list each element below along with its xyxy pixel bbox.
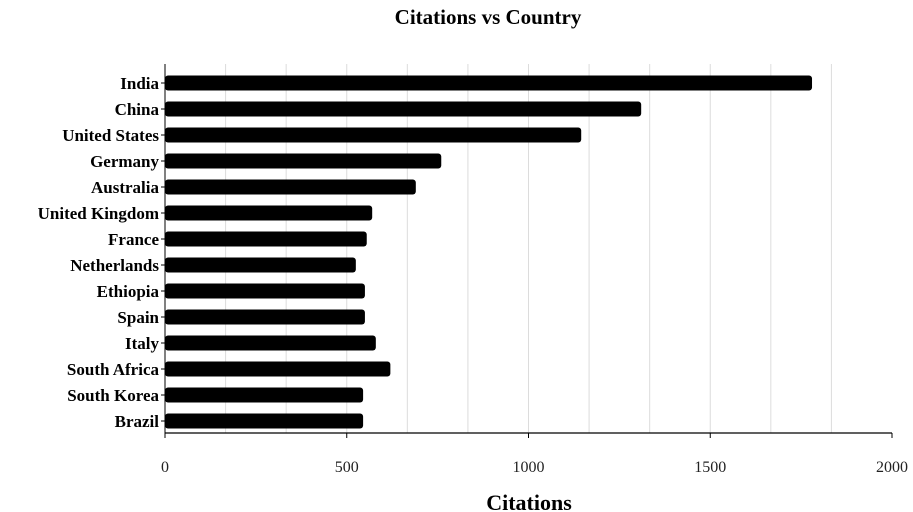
x-tick-label: 1000 bbox=[513, 459, 545, 476]
category-labels: India China United States Germany Australia U… bbox=[38, 74, 160, 431]
bar-united-kingdom bbox=[165, 205, 373, 221]
x-tick-label: 500 bbox=[335, 459, 359, 476]
bar-south-africa bbox=[165, 361, 391, 377]
category-label: Italy bbox=[125, 334, 160, 353]
category-label: Germany bbox=[90, 152, 159, 171]
x-tick-labels: 0 500 1000 1500 2000 bbox=[161, 459, 908, 476]
bar-italy bbox=[165, 335, 376, 351]
category-label: Brazil bbox=[115, 412, 160, 431]
category-label: Netherlands bbox=[70, 256, 159, 275]
bar-ethiopia bbox=[165, 283, 365, 299]
category-label: South Africa bbox=[67, 360, 160, 379]
category-label: France bbox=[108, 230, 159, 249]
bar-germany bbox=[165, 153, 442, 169]
bar-china bbox=[165, 101, 642, 117]
bar-south-korea bbox=[165, 387, 364, 403]
category-label: South Korea bbox=[67, 386, 159, 405]
category-label: United States bbox=[62, 126, 159, 145]
bar-united-states bbox=[165, 127, 582, 143]
bar-australia bbox=[165, 179, 416, 195]
bar-spain bbox=[165, 309, 365, 325]
gridlines bbox=[225, 64, 832, 433]
bar-france bbox=[165, 231, 367, 247]
category-label: Ethiopia bbox=[97, 282, 160, 301]
bar-brazil bbox=[165, 413, 364, 429]
category-label: India bbox=[120, 74, 159, 93]
x-tick-label: 1500 bbox=[694, 459, 726, 476]
bar-netherlands bbox=[165, 257, 356, 273]
bars bbox=[165, 75, 813, 429]
x-axis-label: Citations bbox=[486, 490, 572, 512]
category-label: United Kingdom bbox=[38, 204, 159, 223]
x-tick-label: 0 bbox=[161, 459, 169, 476]
bar-india bbox=[165, 75, 813, 91]
axes bbox=[161, 64, 893, 438]
x-tick-label: 2000 bbox=[876, 459, 908, 476]
chart-title: Citations vs Country bbox=[395, 5, 582, 29]
category-label: China bbox=[115, 100, 160, 119]
category-label: Spain bbox=[117, 308, 159, 327]
category-label: Australia bbox=[91, 178, 160, 197]
